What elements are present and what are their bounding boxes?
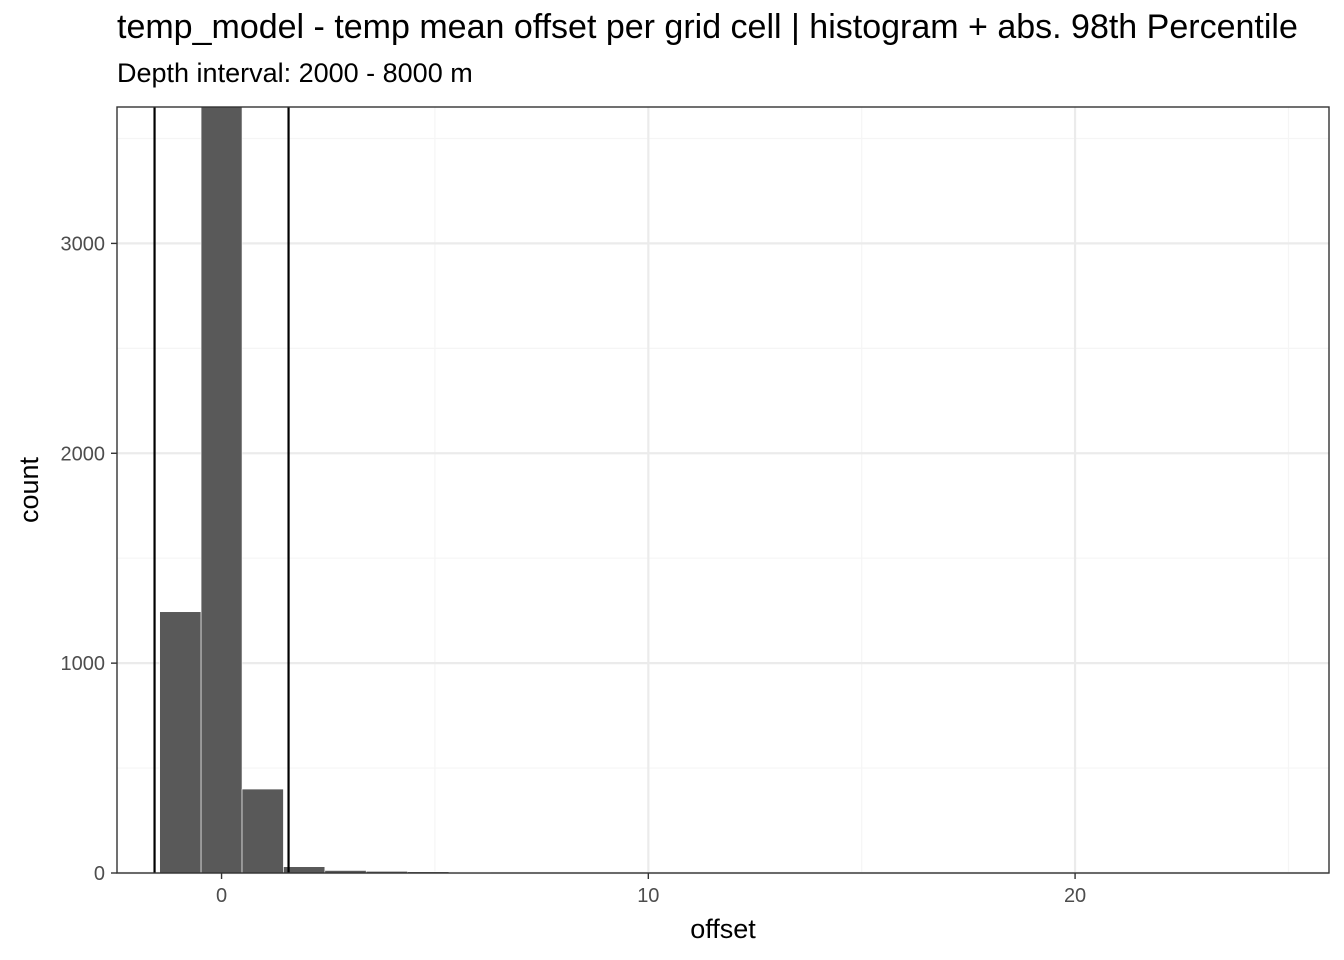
minor-gridlines: [117, 107, 1329, 873]
x-tick-label: 20: [1064, 885, 1086, 907]
y-tick-label: 0: [94, 863, 105, 885]
y-tick-label: 2000: [61, 443, 106, 465]
chart-subtitle: Depth interval: 2000 - 8000 m: [117, 58, 473, 88]
histogram-bar-1: [200, 106, 243, 874]
y-axis: 0 1000 2000 3000: [61, 233, 117, 885]
y-axis-title: count: [14, 456, 44, 523]
x-tick-label: 10: [637, 885, 659, 907]
major-gridlines: [117, 107, 1329, 875]
histogram-bar-2: [241, 788, 284, 874]
x-axis-title: offset: [690, 914, 756, 944]
panel-border: [116, 106, 1330, 874]
percentile-lines: [153, 107, 290, 873]
histogram-bar-0: [159, 611, 202, 874]
y-tick-label: 1000: [61, 653, 106, 675]
histogram-bars: [159, 106, 574, 874]
chart-title: temp_model - temp mean offset per grid c…: [117, 8, 1298, 46]
x-axis: 0 10 20: [216, 873, 1086, 907]
x-tick-label: 0: [216, 885, 227, 907]
y-tick-label: 3000: [61, 233, 106, 255]
